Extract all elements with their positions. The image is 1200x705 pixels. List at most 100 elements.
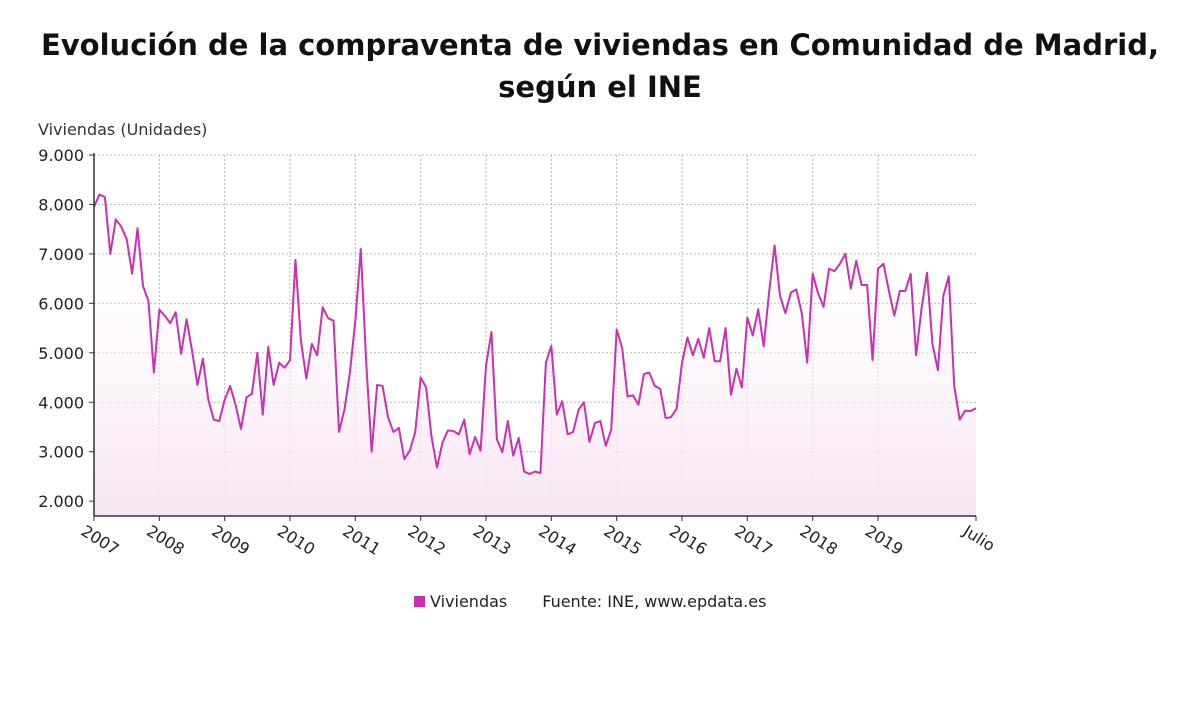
data-point xyxy=(832,269,836,273)
data-point xyxy=(174,310,178,314)
data-point xyxy=(261,413,265,417)
legend: Viviendas Fuente: INE, www.epdata.es xyxy=(414,592,766,611)
data-point xyxy=(914,353,918,357)
data-point xyxy=(604,444,608,448)
data-point xyxy=(288,358,292,362)
data-point xyxy=(598,419,602,423)
x-tick-label: 2018 xyxy=(797,521,842,559)
data-point xyxy=(391,430,395,434)
data-point xyxy=(685,335,689,339)
data-point xyxy=(179,352,183,356)
data-point xyxy=(620,346,624,350)
data-point xyxy=(925,271,929,275)
data-point xyxy=(283,366,287,370)
data-point xyxy=(272,383,276,387)
data-point xyxy=(136,226,140,230)
y-axis-label: Viviendas (Unidades) xyxy=(38,120,208,139)
data-point xyxy=(119,225,123,229)
data-point xyxy=(234,403,238,407)
y-tick-label: 6.000 xyxy=(38,294,84,313)
data-point xyxy=(664,416,668,420)
data-point xyxy=(430,435,434,439)
data-point xyxy=(435,466,439,470)
data-point xyxy=(974,406,978,410)
data-point xyxy=(898,289,902,293)
data-point xyxy=(277,361,281,365)
data-point xyxy=(615,328,619,332)
data-point xyxy=(293,258,297,262)
data-point xyxy=(125,237,129,241)
data-point xyxy=(244,395,248,399)
data-point xyxy=(511,454,515,458)
x-tick-label: 2017 xyxy=(731,521,776,559)
data-point xyxy=(381,384,385,388)
data-point xyxy=(185,317,189,321)
data-point xyxy=(130,272,134,276)
x-tick-label: 2009 xyxy=(209,521,254,559)
data-point xyxy=(642,372,646,376)
data-point xyxy=(250,392,254,396)
data-point xyxy=(168,321,172,325)
data-point xyxy=(206,398,210,402)
data-point xyxy=(577,408,581,412)
data-point xyxy=(228,384,232,388)
data-point xyxy=(195,383,199,387)
data-point xyxy=(958,418,962,422)
data-point xyxy=(920,306,924,310)
data-point xyxy=(767,290,771,294)
data-point xyxy=(669,415,673,419)
data-point xyxy=(348,371,352,375)
data-point xyxy=(146,299,150,303)
x-tick-label: 2011 xyxy=(339,521,384,559)
data-point xyxy=(881,262,885,266)
data-point xyxy=(947,274,951,278)
data-point xyxy=(838,262,842,266)
data-point xyxy=(337,430,341,434)
data-point xyxy=(326,316,330,320)
y-tick-label: 3.000 xyxy=(38,443,84,462)
data-point xyxy=(794,288,798,292)
data-point xyxy=(822,305,826,309)
data-point xyxy=(408,449,412,453)
data-point xyxy=(495,437,499,441)
data-point xyxy=(930,342,934,346)
data-point xyxy=(489,330,493,334)
x-tick-label: 2010 xyxy=(274,521,319,559)
data-point xyxy=(266,345,270,349)
data-point xyxy=(103,195,107,199)
data-point xyxy=(729,393,733,397)
data-point xyxy=(462,418,466,422)
data-point xyxy=(321,305,325,309)
data-point xyxy=(751,334,755,338)
data-point xyxy=(805,361,809,365)
x-tick-label: 2013 xyxy=(470,521,515,559)
data-point xyxy=(419,376,423,380)
data-point xyxy=(734,367,738,371)
data-point xyxy=(696,337,700,341)
y-tick-label: 2.000 xyxy=(38,492,84,511)
data-point xyxy=(500,450,504,454)
data-point xyxy=(871,358,875,362)
data-point xyxy=(555,413,559,417)
x-tick-label: 2007 xyxy=(78,521,123,559)
data-point xyxy=(299,338,303,342)
x-tick-label: Julio xyxy=(959,521,998,555)
data-point xyxy=(636,403,640,407)
data-point xyxy=(440,441,444,445)
data-point xyxy=(849,287,853,291)
data-point xyxy=(593,421,597,425)
data-point xyxy=(522,469,526,473)
y-tick-label: 5.000 xyxy=(38,344,84,363)
x-tick-label: 2019 xyxy=(862,521,907,559)
data-point xyxy=(528,472,532,476)
data-point xyxy=(658,387,662,391)
data-point xyxy=(397,426,401,430)
data-point xyxy=(310,342,314,346)
series-line-viviendas xyxy=(93,193,977,475)
data-point xyxy=(800,311,804,315)
data-point xyxy=(359,247,363,251)
data-point xyxy=(571,430,575,434)
data-point xyxy=(892,314,896,318)
legend-swatch xyxy=(414,596,425,607)
data-point xyxy=(936,368,940,372)
